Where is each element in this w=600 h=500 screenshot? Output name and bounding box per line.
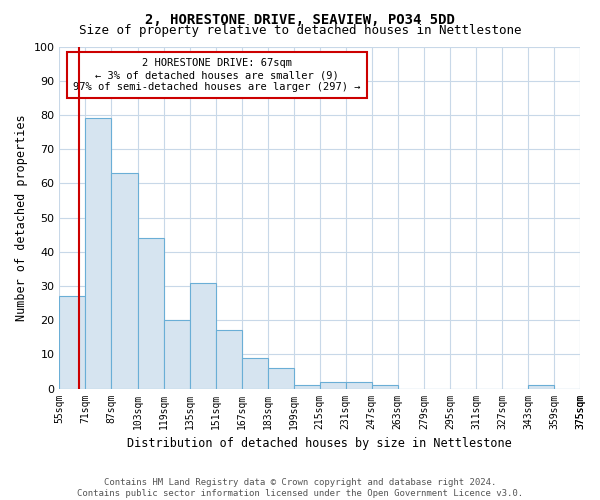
Bar	[85, 118, 112, 388]
Text: Contains HM Land Registry data © Crown copyright and database right 2024.
Contai: Contains HM Land Registry data © Crown c…	[77, 478, 523, 498]
Bar	[215, 330, 242, 388]
Bar	[242, 358, 268, 388]
Bar	[137, 238, 164, 388]
Bar	[372, 385, 398, 388]
Y-axis label: Number of detached properties: Number of detached properties	[15, 114, 28, 321]
Bar	[190, 282, 215, 389]
Bar	[268, 368, 293, 388]
Bar	[528, 385, 554, 388]
Bar	[346, 382, 372, 388]
Bar	[164, 320, 190, 388]
Text: 2 HORESTONE DRIVE: 67sqm
← 3% of detached houses are smaller (9)
97% of semi-det: 2 HORESTONE DRIVE: 67sqm ← 3% of detache…	[73, 58, 361, 92]
Bar	[59, 296, 85, 388]
X-axis label: Distribution of detached houses by size in Nettlestone: Distribution of detached houses by size …	[127, 437, 512, 450]
Bar	[293, 385, 320, 388]
Bar	[320, 382, 346, 388]
Text: 2, HORESTONE DRIVE, SEAVIEW, PO34 5DD: 2, HORESTONE DRIVE, SEAVIEW, PO34 5DD	[145, 12, 455, 26]
Text: Size of property relative to detached houses in Nettlestone: Size of property relative to detached ho…	[79, 24, 521, 37]
Bar	[112, 173, 137, 388]
